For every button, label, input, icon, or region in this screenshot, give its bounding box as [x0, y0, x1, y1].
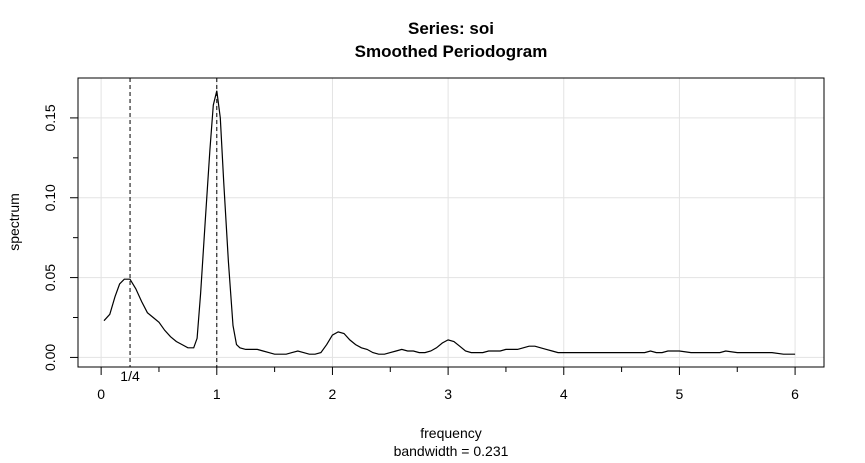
spectrum-line [103, 90, 796, 355]
y-axis-label: spectrum [6, 193, 22, 251]
x-tick-label: 3 [444, 386, 452, 402]
x-axis-label: frequency [420, 425, 481, 441]
x-tick-label: 0 [97, 386, 105, 402]
x-tick-label: 5 [676, 386, 684, 402]
x-tick-label: 2 [329, 386, 337, 402]
x-tick-label: 4 [560, 386, 568, 402]
y-tick-label: 0.05 [42, 264, 58, 291]
y-tick-label: 0.15 [42, 104, 58, 131]
x-tick-label: 6 [791, 386, 799, 402]
x-axis-sublabel: bandwidth = 0.231 [394, 443, 509, 459]
series [103, 90, 796, 355]
x-axis: 0 1 2 3 4 5 6 [97, 366, 799, 402]
x-tick-label: 1 [213, 386, 221, 402]
chart-subtitle: Smoothed Periodogram [355, 42, 548, 61]
y-axis: 0.00 0.05 0.10 0.15 [42, 104, 79, 371]
chart-title: Series: soi [408, 19, 494, 38]
y-tick-label: 0.10 [42, 184, 58, 211]
y-tick-label: 0.00 [42, 344, 58, 371]
grid [78, 78, 824, 367]
annotations: 1/4 [120, 78, 218, 384]
annotation-label: 1/4 [120, 368, 140, 384]
